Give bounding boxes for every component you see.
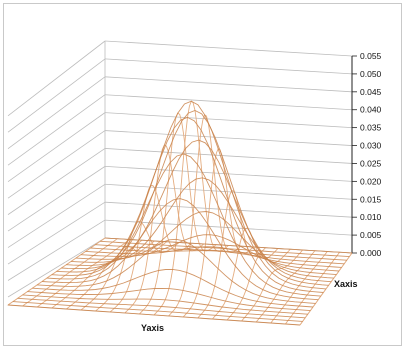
surface-meshline-v: [70, 177, 334, 279]
side-wall-gridline: [7, 201, 106, 265]
back-wall-gridline: [104, 94, 353, 111]
side-wall-gridline: [7, 58, 106, 133]
surface-meshline-v: [7, 304, 301, 326]
z-tick-label: 0.040: [360, 105, 382, 115]
z-tick-label: 0.025: [360, 158, 382, 168]
surface-meshline-u: [139, 112, 217, 315]
surface-meshline-u: [153, 100, 229, 316]
z-tick-label: 0.005: [360, 230, 382, 240]
z-axis-ticks: 0.000 0.005 0.010 0.015 0.020 0.025 0.030 0.035…: [352, 51, 382, 258]
surface-meshline-v: [17, 297, 306, 319]
surface-meshline-v: [100, 240, 350, 258]
back-wall-gridline: [104, 40, 353, 57]
z-tick-label: 0.020: [360, 176, 382, 186]
back-wall-gridlines: [7, 40, 353, 298]
side-wall-gridline: [7, 94, 106, 166]
surface-meshline-v: [27, 287, 311, 312]
back-wall-gridline: [104, 201, 353, 218]
surface-meshline-v: [80, 234, 340, 272]
surface-meshline-v: [22, 294, 308, 315]
side-wall-gridline: [7, 166, 106, 232]
surface-meshline-v: [66, 139, 332, 283]
z-tick-label: 0.055: [360, 51, 382, 61]
side-wall-gridline: [7, 148, 106, 215]
surface-meshline-v: [56, 100, 327, 290]
z-tick-label: 0.045: [360, 87, 382, 97]
back-wall-gridline: [104, 219, 353, 236]
back-wall-gridline: [104, 112, 353, 129]
side-wall-gridline: [7, 76, 106, 150]
surface-meshline-v: [61, 110, 329, 286]
side-wall-gridline: [7, 219, 106, 281]
z-tick-label: 0.000: [360, 248, 382, 258]
z-tick-label: 0.035: [360, 123, 382, 133]
surface-meshline-v: [95, 244, 347, 261]
y-axis-title: Yaxis: [141, 323, 164, 333]
surface-meshline-v: [51, 116, 324, 293]
z-tick-label: 0.030: [360, 141, 382, 151]
surface-meshline-v: [85, 246, 342, 268]
surface-meshline-v: [41, 198, 319, 301]
surface-meshline-v: [46, 153, 321, 297]
side-wall-gridline: [7, 183, 106, 248]
surface-meshline-v: [75, 211, 337, 276]
side-wall-gridline: [7, 112, 106, 182]
side-wall-gridline: [7, 237, 106, 298]
back-wall-gridline: [104, 148, 353, 164]
back-wall-gridline: [104, 183, 353, 200]
surface-mesh: [7, 100, 353, 326]
z-tick-label: 0.015: [360, 194, 382, 204]
z-tick-label: 0.050: [360, 69, 382, 79]
back-wall-gridline: [104, 76, 353, 93]
back-wall-gridline: [104, 130, 353, 146]
z-tick-label: 0.010: [360, 212, 382, 222]
back-wall-gridline: [104, 58, 353, 75]
surface-meshline-v: [104, 237, 353, 254]
side-wall-gridline: [7, 130, 106, 199]
surface-meshline-v: [12, 301, 303, 322]
x-axis-title: Xaxis: [334, 279, 358, 289]
surface-meshline-v: [37, 238, 316, 304]
surface-meshline-v: [32, 268, 314, 308]
side-wall-gridline: [7, 40, 106, 117]
